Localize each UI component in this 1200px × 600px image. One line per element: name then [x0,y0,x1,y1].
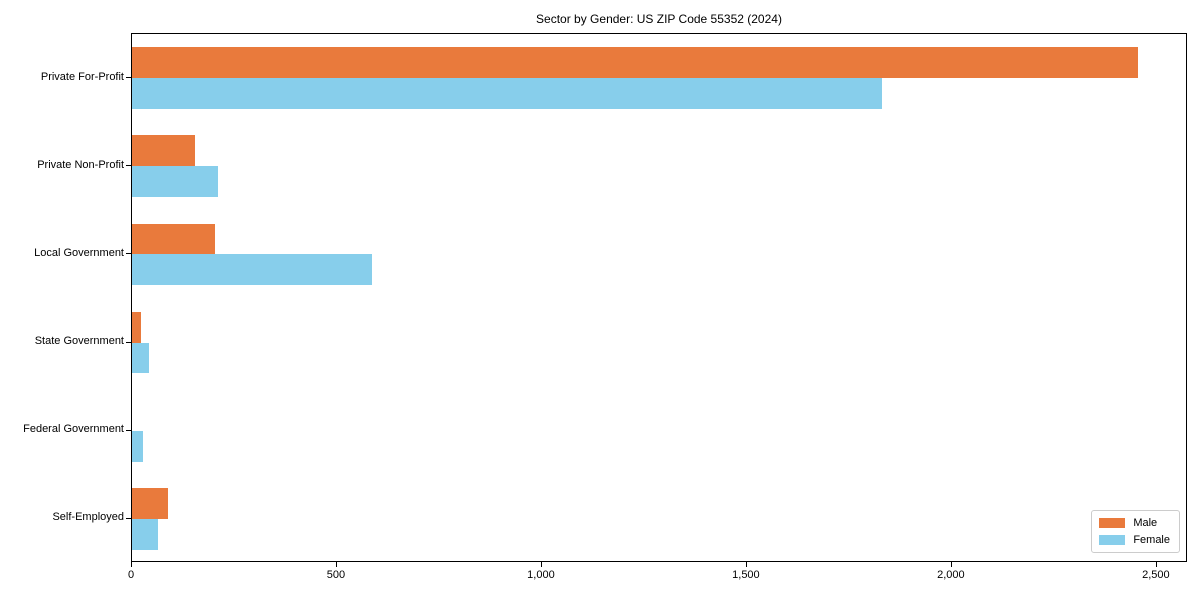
y-axis-tick [126,517,131,519]
x-axis-tick-label: 500 [326,569,346,581]
plot-area: Male Female [131,33,1187,562]
x-axis-tick [131,562,132,567]
bar-male-private-non-profit [132,135,196,167]
x-axis-tick [335,562,337,567]
bar-female-local-government [132,254,372,286]
y-axis-label: Local Government [34,246,124,259]
bar-male-state-government [132,311,141,343]
bar-female-self-employed [132,518,158,550]
legend-swatch-female [1099,535,1126,545]
y-axis-label: Self-Employed [52,511,124,524]
y-axis-tick [126,429,131,431]
x-axis-tick [1155,562,1157,567]
x-axis-tick-label: 2,000 [937,569,965,581]
y-axis-tick [126,165,131,167]
bar-male-private-for-profit [132,47,1138,79]
x-axis-tick [745,562,747,567]
y-axis-label: State Government [34,335,124,348]
x-axis-tick [540,562,542,567]
legend: Male Female [1091,510,1180,553]
legend-label-female: Female [1133,534,1170,546]
bar-female-state-government [132,342,150,374]
x-axis-tick [950,562,952,567]
bar-female-federal-government [132,430,143,462]
bar-male-local-government [132,223,216,255]
bar-male-self-employed [132,488,169,519]
x-axis-tick-label: 1,500 [732,569,760,581]
x-axis-tick-label: 1,000 [527,569,555,581]
legend-swatch-male [1099,518,1126,528]
x-axis-tick-label: 0 [127,569,135,581]
legend-label-male: Male [1133,517,1158,529]
legend-entry-male: Male [1099,517,1170,529]
x-axis-tick-label: 2,500 [1142,569,1170,581]
legend-entry-female: Female [1099,534,1170,546]
bar-female-private-for-profit [132,78,883,109]
y-axis-label: Federal Government [23,423,124,436]
y-axis-label: Private Non-Profit [37,158,124,171]
chart-title: Sector by Gender: US ZIP Code 55352 (202… [536,12,782,26]
y-axis-tick [126,253,131,255]
y-axis-tick [126,341,131,343]
bar-female-private-non-profit [132,166,219,198]
y-axis-label: Private For-Profit [40,70,124,83]
y-axis-tick [126,77,131,79]
